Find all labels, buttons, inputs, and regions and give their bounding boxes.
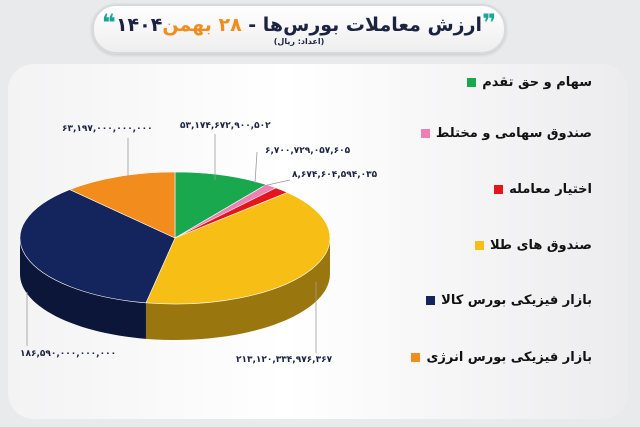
value-label: ۶,۷۰۰,۷۲۹,۰۵۷,۶۰۵ [265, 146, 351, 156]
quote-icon: ❝ [101, 9, 116, 37]
legend-label: بازار فیزیکی بورس انرژی [426, 349, 592, 365]
quote-icon: ❞ [482, 9, 497, 37]
legend-swatch [494, 184, 504, 194]
legend-swatch [411, 352, 421, 362]
pie-slice [174, 171, 267, 239]
legend-swatch [426, 295, 436, 305]
title-year: ۱۴۰۴ [115, 14, 163, 36]
legend-item: بازار فیزیکی بورس انرژی [392, 347, 592, 367]
chart-title: ❞ارزش معاملات بورس‌ها - ۲۸ بهمن۱۴۰۴❝ [94, 9, 504, 37]
legend-swatch [474, 240, 484, 250]
value-label: ۱۸۶,۵۹۰,۰۰۰,۰۰۰,۰۰۰ [20, 349, 117, 359]
legend-label: بازار فیزیکی بورس کالا [441, 292, 592, 308]
pie-slice-side [20, 238, 146, 339]
leader-line [254, 151, 258, 184]
legend-item: صندوق سهامی و مختلط [392, 123, 592, 143]
legend-swatch [420, 128, 430, 138]
pie-slice [145, 192, 331, 305]
legend-label: اختیار معامله [509, 181, 592, 197]
pie-slice [19, 189, 176, 304]
legend-label: صندوق سهامی و مختلط [435, 125, 592, 141]
legend-swatch [467, 77, 477, 87]
value-label: ۵۳,۱۷۴,۶۷۲,۹۰۰,۵۰۲ [180, 121, 271, 131]
title-banner: ❞ارزش معاملات بورس‌ها - ۲۸ بهمن۱۴۰۴❝ (اع… [92, 4, 506, 54]
value-label: ۲۱۳,۱۲۰,۳۳۴,۹۷۶,۳۶۷ [236, 355, 333, 365]
pie-slice-side [145, 238, 330, 340]
title-main: ارزش معاملات بورس‌ها - [248, 14, 483, 36]
chart-subtitle: (اعداد: ریال) [273, 37, 325, 46]
value-label: ۶۳,۱۹۷,۰۰۰,۰۰۰,۰۰۰ [62, 124, 153, 134]
legend-item: بازار فیزیکی بورس کالا [392, 290, 592, 310]
pie-slice [68, 171, 176, 239]
legend-item: اختیار معامله [392, 179, 592, 199]
legend-label: صندوق های طلا [489, 237, 592, 253]
leader-line [262, 179, 291, 187]
title-date: ۲۸ بهمن [162, 14, 242, 36]
value-label: ۸,۶۷۴,۶۰۴,۵۹۴,۰۳۵ [292, 170, 378, 180]
legend-item: سهام و حق تقدم [392, 72, 592, 92]
legend-label: سهام و حق تقدم [482, 74, 592, 90]
legend-item: صندوق های طلا [392, 235, 592, 255]
